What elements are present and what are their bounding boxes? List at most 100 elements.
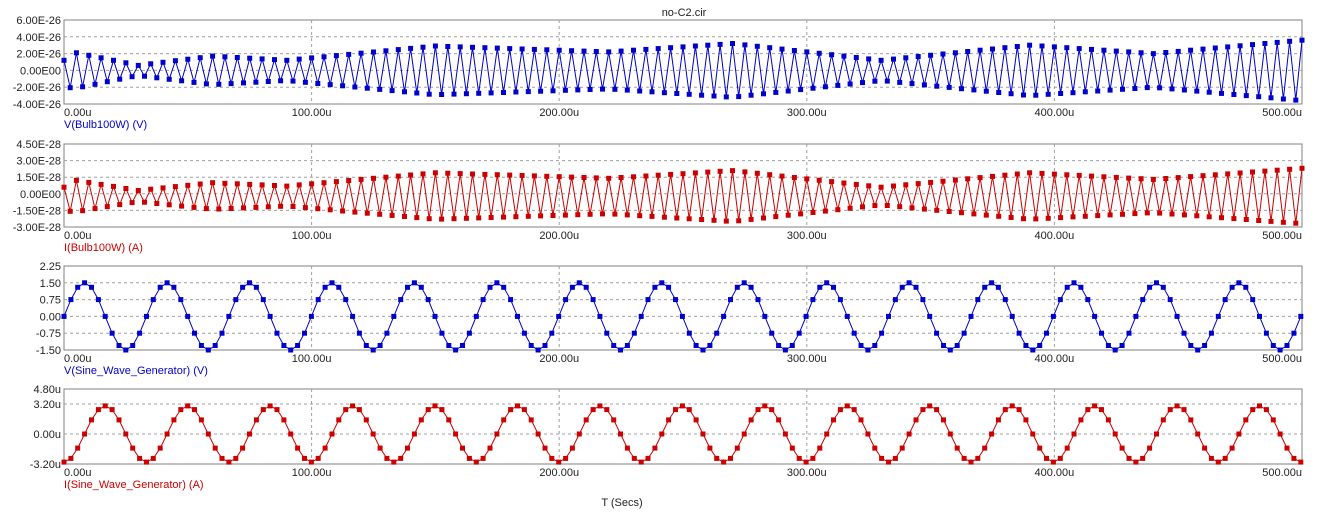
data-point (487, 445, 493, 451)
data-point (983, 212, 989, 218)
data-point (1057, 297, 1063, 303)
data-point (1089, 173, 1094, 179)
data-point (418, 417, 424, 423)
data-point (377, 86, 383, 92)
data-point (1150, 176, 1156, 182)
data-point (1070, 90, 1076, 96)
data-point (295, 343, 301, 348)
data-point (804, 49, 810, 55)
data-point (1236, 280, 1242, 286)
data-point (779, 173, 785, 179)
data-point (858, 343, 864, 348)
data-point (655, 46, 661, 52)
data-point (822, 84, 828, 90)
data-point (1126, 175, 1132, 181)
data-point (631, 174, 636, 180)
data-point (192, 330, 197, 336)
data-point (618, 175, 624, 180)
data-point (673, 407, 678, 413)
data-point (1064, 284, 1070, 290)
data-point (343, 297, 349, 303)
data-point (446, 417, 452, 423)
data-point (247, 55, 253, 61)
data-point (872, 78, 878, 84)
data-point (329, 280, 335, 286)
data-point (432, 43, 438, 49)
data-point (1064, 45, 1070, 51)
data-point (535, 347, 541, 353)
data-point (674, 215, 680, 221)
data-point (965, 49, 971, 54)
data-point (405, 445, 410, 451)
data-point (606, 49, 612, 55)
trace-label: V(Sine_Wave_Generator) (V) (64, 365, 208, 377)
data-point (556, 47, 562, 53)
data-point (205, 347, 211, 353)
data-point (866, 56, 872, 62)
data-point (661, 214, 667, 220)
data-point (717, 41, 723, 47)
data-point (844, 403, 850, 409)
data-point (111, 57, 116, 63)
data-point (909, 205, 915, 211)
data-point (1138, 50, 1144, 56)
data-point (321, 180, 327, 186)
data-point (1150, 51, 1156, 57)
data-point (1206, 214, 1212, 220)
data-point (137, 455, 143, 461)
data-point (872, 203, 878, 209)
data-point (816, 50, 822, 56)
data-point (604, 407, 610, 413)
data-point (1119, 445, 1125, 451)
data-point (769, 330, 775, 336)
data-point (191, 204, 197, 210)
data-point (791, 175, 797, 180)
chart-panel-1: -4.00E-26 -2.00E-26 0.00E00 2.00E-26 4.00E-2… (13, 15, 1305, 131)
data-point (80, 84, 86, 90)
data-point (129, 200, 135, 206)
data-point (389, 88, 395, 94)
data-point (1021, 92, 1026, 98)
data-point (144, 313, 149, 319)
data-point (754, 43, 760, 49)
data-point (104, 79, 110, 85)
data-point (473, 313, 479, 319)
data-point (804, 176, 810, 182)
data-point (172, 184, 178, 190)
data-point (1181, 87, 1187, 93)
data-point (921, 82, 927, 88)
data-point (587, 211, 593, 217)
data-point (989, 280, 995, 286)
data-point (995, 284, 1001, 290)
data-point (253, 417, 259, 423)
data-point (569, 445, 575, 451)
data-point (1092, 403, 1098, 409)
data-point (259, 56, 265, 62)
data-point (679, 403, 685, 409)
y-tick-label: -2.00E-26 (13, 82, 61, 94)
data-point (767, 45, 773, 51)
data-point (1033, 216, 1039, 222)
data-point (941, 417, 946, 423)
data-point (824, 280, 830, 286)
data-point (513, 214, 519, 220)
data-point (550, 213, 556, 218)
data-point (674, 91, 680, 96)
data-point (631, 330, 637, 336)
y-tick-label: -4.00E-26 (13, 99, 61, 111)
data-point (92, 81, 98, 87)
data-point (535, 431, 541, 437)
data-point (439, 92, 445, 97)
data-point (166, 202, 172, 208)
data-point (308, 459, 314, 465)
y-tick-label: -1.50 (36, 345, 61, 357)
data-point (1169, 211, 1175, 217)
data-point (1291, 330, 1297, 336)
data-point (1287, 38, 1293, 44)
x-tick-label: 0.00u (64, 230, 92, 242)
data-point (1147, 445, 1153, 451)
data-point (1101, 174, 1107, 180)
data-point (1138, 176, 1144, 182)
data-point (649, 213, 655, 219)
data-point (968, 459, 974, 465)
